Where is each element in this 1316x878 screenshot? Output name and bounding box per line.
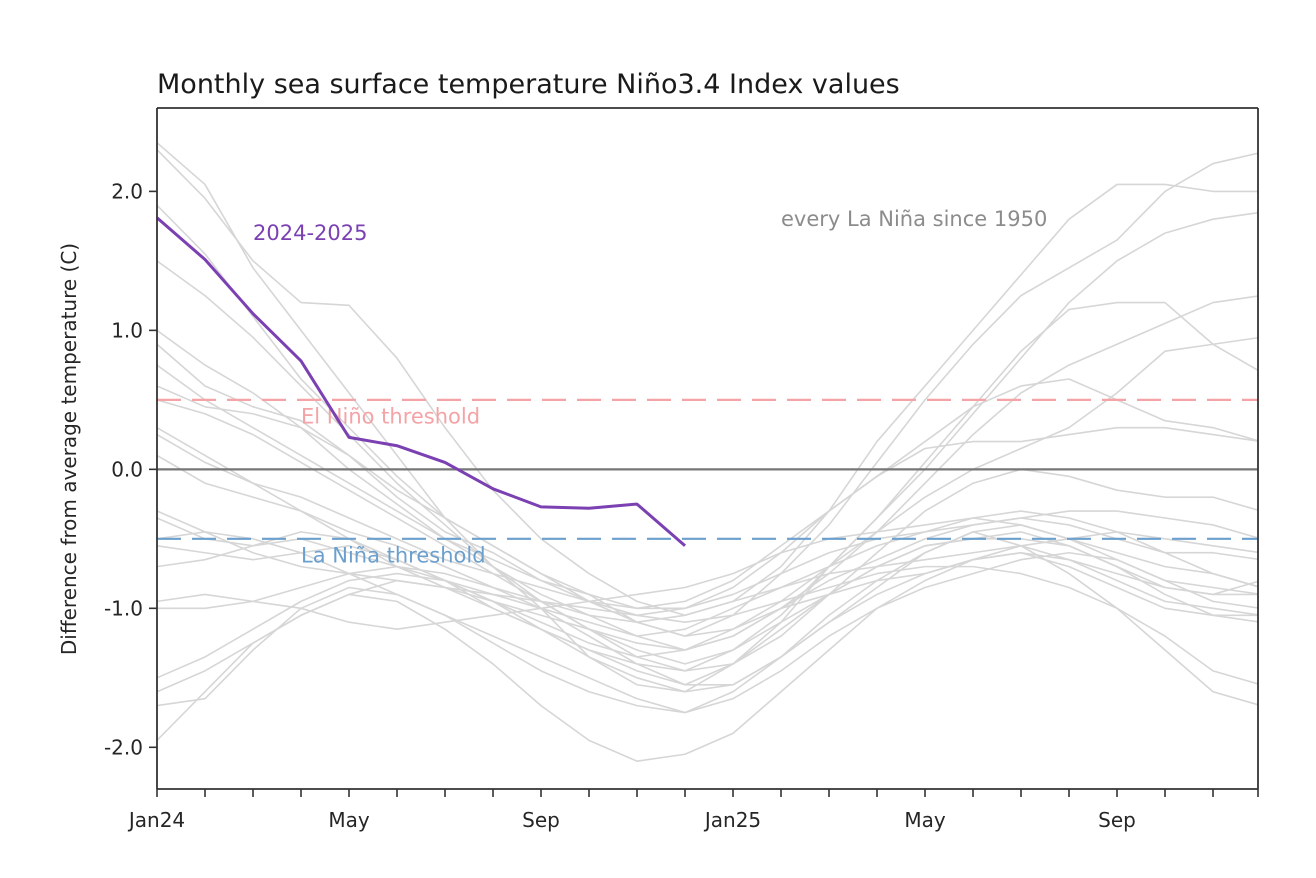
highlight-series-points [157,217,686,546]
background-series-line-5 [157,295,1258,651]
x-axis-ticks: Jan24 May Sep Jan25 May Sep [127,789,1259,832]
background-series-line-10 [157,426,1258,610]
y-tick-label: -2.0 [104,735,143,759]
y-tick-label: -1.0 [104,596,143,620]
background-series-line-22 [157,433,1258,706]
x-tick-label: Sep [522,808,560,832]
background-series-line-7 [157,364,1258,610]
background-series-group [157,142,1258,763]
y-axis-ticks: 2.0 1.0 0.0 -1.0 -2.0 [104,179,157,759]
series-label-2024-2025: 2024-2025 [253,221,367,245]
background-series-line-23 [157,510,1258,685]
background-series-line-15 [157,544,1258,624]
background-series-line-8 [157,336,1258,637]
background-series-line-3 [157,152,1258,637]
el-nino-label: El Niño threshold [301,404,480,428]
background-series-line-1 [157,142,1258,693]
la-nina-label: La Niña threshold [301,543,486,567]
x-tick-label: May [904,808,946,832]
x-tick-label: Jan25 [703,808,761,832]
y-axis-label: Difference from average temperature (C) [57,243,81,655]
background-series-line-20 [157,551,1258,763]
background-series-line-9 [157,399,1258,672]
background-series-line-21 [157,531,1258,714]
x-tick-label: Sep [1098,808,1136,832]
background-series-line-19 [157,524,1258,714]
x-tick-label: Jan24 [127,808,185,832]
background-series-line-6 [157,343,1258,617]
background-series-line-12 [157,510,1258,637]
background-series-line-14 [157,531,1258,658]
background-label: every La Niña since 1950 [781,207,1047,231]
axes-frame [156,107,1259,790]
y-tick-label: 2.0 [111,179,143,203]
y-tick-label: 0.0 [111,457,143,481]
background-series-line-16 [157,517,1258,630]
x-tick-label: May [328,808,370,832]
highlight-series-line [157,216,686,547]
chart-title: Monthly sea surface temperature Niño3.4 … [157,69,900,100]
plot-area: 2024-2025 every La Niña since 1950 El Niño… [157,142,1258,763]
background-series-line-4 [157,260,1258,665]
background-series-line-11 [157,454,1258,686]
y-tick-label: 1.0 [111,318,143,342]
background-series-line-17 [157,538,1258,679]
